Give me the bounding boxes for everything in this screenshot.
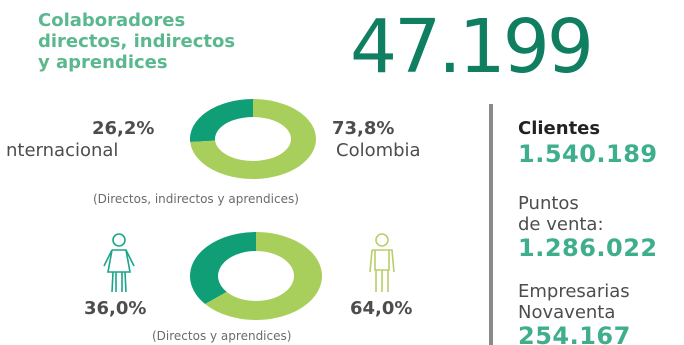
puntos-value: 1.286.022 [518, 234, 658, 262]
empresarias-label-line-2: Novaventa [518, 302, 616, 323]
empresarias-value: 254.167 [518, 322, 631, 345]
donut-2-caption: (Directos y aprendices) [152, 329, 292, 343]
woman-icon [103, 233, 135, 293]
donut-1-slice-1 [190, 99, 316, 179]
man-icon [369, 233, 395, 292]
total-collaborators: 47.199 [350, 4, 594, 90]
slice-women-value: 36,0% [84, 298, 147, 319]
puntos-label-line-1: Puntos [518, 193, 579, 214]
slice-internacional-label: nternacional [6, 140, 119, 161]
clientes-label: Clientes [518, 118, 601, 139]
slice-internacional-value: 26,2% [92, 118, 155, 139]
title-line-3: y aprendices [38, 52, 168, 73]
slice-colombia-value: 73,8% [332, 118, 395, 139]
donut-2-slice-0 [190, 232, 256, 305]
empresarias-label-line-1: Empresarias [518, 281, 630, 302]
title-line-2: directos, indirectos [38, 31, 236, 52]
donut-2-slice-1 [205, 232, 322, 320]
vertical-divider [489, 104, 493, 345]
slice-colombia-label: Colombia [336, 140, 421, 161]
slice-men-value: 64,0% [350, 298, 413, 319]
puntos-label-line-2: de venta: [518, 214, 604, 235]
page-title: Colaboradores directos, indirectos y apr… [38, 10, 338, 73]
donut-chart-location [190, 99, 316, 179]
donut-1-caption: (Directos, indirectos y aprendices) [93, 192, 299, 206]
donut-1-slice-0 [190, 99, 253, 143]
donut-chart-gender [190, 232, 322, 320]
clientes-value: 1.540.189 [518, 140, 658, 168]
title-line-1: Colaboradores [38, 10, 186, 31]
